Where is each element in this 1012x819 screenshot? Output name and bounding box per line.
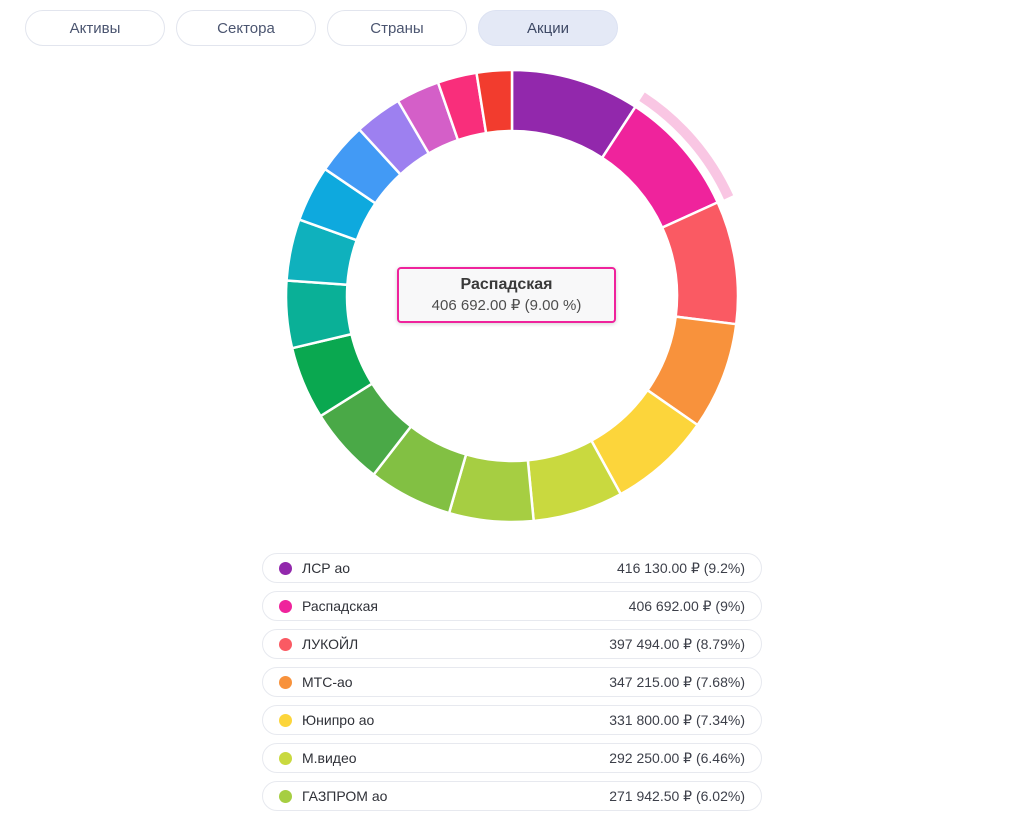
tab-bar: Активы Сектора Страны Акции [25,10,618,46]
legend-item-name: М.видео [302,750,357,766]
legend-item-value: 331 800.00 ₽ (7.34%) [609,711,745,728]
legend-item-name: Распадская [302,598,378,614]
tooltip-title: Распадская [460,276,553,294]
tooltip-value: 406 692.00 ₽ (9.00 %) [431,296,582,314]
legend-item-name: МТС-ао [302,674,353,690]
legend-item-value: 397 494.00 ₽ (8.79%) [609,635,745,652]
legend-list: ЛСР ао 416 130.00 ₽ (9.2%) Распадская 406 6… [262,553,762,819]
legend-item-name: ЛУКОЙЛ [302,636,359,652]
donut-chart-svg [284,68,740,524]
legend-color-dot [279,751,292,765]
legend-row[interactable]: ЛУКОЙЛ 397 494.00 ₽ (8.79%) [262,629,762,659]
donut-segment[interactable] [475,68,514,135]
legend-item-value: 406 692.00 ₽ (9%) [628,597,745,614]
legend-item-value: 292 250.00 ₽ (6.46%) [609,749,745,766]
legend-color-dot [279,675,292,689]
legend-item-name: Юнипро ао [302,712,375,728]
tab-2[interactable]: Сектора [176,10,316,46]
legend-row[interactable]: МТС-ао 347 215.00 ₽ (7.68%) [262,667,762,697]
legend-row[interactable]: ГАЗПРОМ ао 271 942.50 ₽ (6.02%) [262,781,762,811]
legend-color-dot [279,713,292,727]
legend-row[interactable]: ЛСР ао 416 130.00 ₽ (9.2%) [262,553,762,583]
legend-row[interactable]: Распадская 406 692.00 ₽ (9%) [262,591,762,621]
legend-item-name: ЛСР ао [302,560,351,576]
tab-4[interactable]: Акции [478,10,618,46]
legend-item-value: 416 130.00 ₽ (9.2%) [617,559,745,576]
tab-1[interactable]: Активы [25,10,165,46]
donut-chart [262,46,762,546]
legend-color-dot [279,561,292,575]
legend-color-dot [279,637,292,651]
legend-row[interactable]: Юнипро ао 331 800.00 ₽ (7.34%) [262,705,762,735]
legend-item-value: 347 215.00 ₽ (7.68%) [609,673,745,690]
legend-item-value: 271 942.50 ₽ (6.02%) [609,787,745,804]
legend-item-name: ГАЗПРОМ ао [302,788,388,804]
segment-highlight-band [639,92,734,200]
legend-color-dot [279,599,292,613]
chart-tooltip: Распадская 406 692.00 ₽ (9.00 %) [397,267,616,323]
tab-3[interactable]: Страны [327,10,467,46]
legend-row[interactable]: М.видео 292 250.00 ₽ (6.46%) [262,743,762,773]
legend-color-dot [279,789,292,803]
